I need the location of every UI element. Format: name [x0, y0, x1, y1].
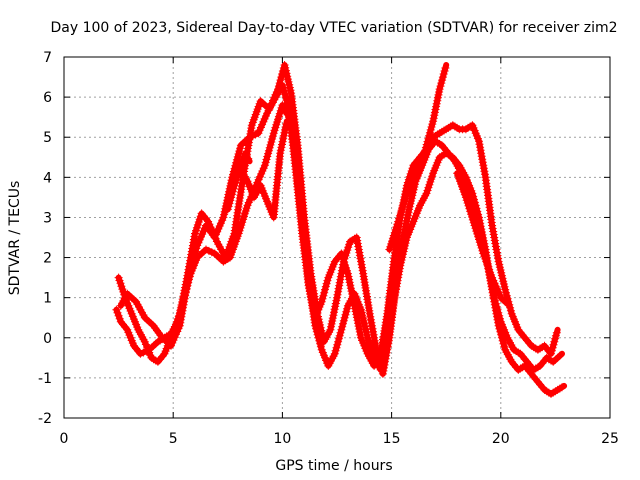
series-5 [385, 62, 450, 254]
y-tick-label: 1 [43, 291, 52, 307]
x-tick-label: 10 [273, 431, 291, 447]
y-tick-label: -1 [38, 371, 52, 387]
series-markers [453, 169, 512, 308]
x-tick-label: 15 [383, 431, 401, 447]
data-layer [112, 61, 568, 398]
y-tick-label: 2 [43, 251, 52, 267]
y-tick-label: 6 [43, 90, 52, 106]
y-tick-label: 5 [43, 130, 52, 146]
x-axis-title: GPS time / hours [275, 458, 392, 474]
y-tick-label: 4 [43, 170, 52, 186]
x-tick-label: 25 [601, 431, 619, 447]
series-markers [116, 81, 561, 370]
chart-title: Day 100 of 2023, Sidereal Day-to-day VTE… [51, 20, 618, 36]
y-axis-title: SDTVAR / TECUs [7, 181, 23, 296]
series-6 [453, 169, 513, 309]
series-markers [223, 149, 253, 214]
series-7 [223, 149, 253, 214]
x-tick-label: 0 [60, 431, 69, 447]
y-tick-label: 7 [43, 50, 52, 66]
x-tick-label: 20 [492, 431, 510, 447]
y-tick-label: 0 [43, 331, 52, 347]
series-4 [236, 118, 291, 222]
ticks: 0 5 10 15 20 25 -2 -1 0 1 2 3 4 5 6 7 [38, 50, 619, 447]
y-tick-label: 3 [43, 210, 52, 226]
series-3 [116, 81, 561, 370]
y-tick-label: -2 [38, 411, 52, 427]
x-tick-label: 5 [169, 431, 178, 447]
series-markers [385, 64, 450, 254]
grid [64, 57, 610, 418]
plot-frame [63, 56, 611, 419]
